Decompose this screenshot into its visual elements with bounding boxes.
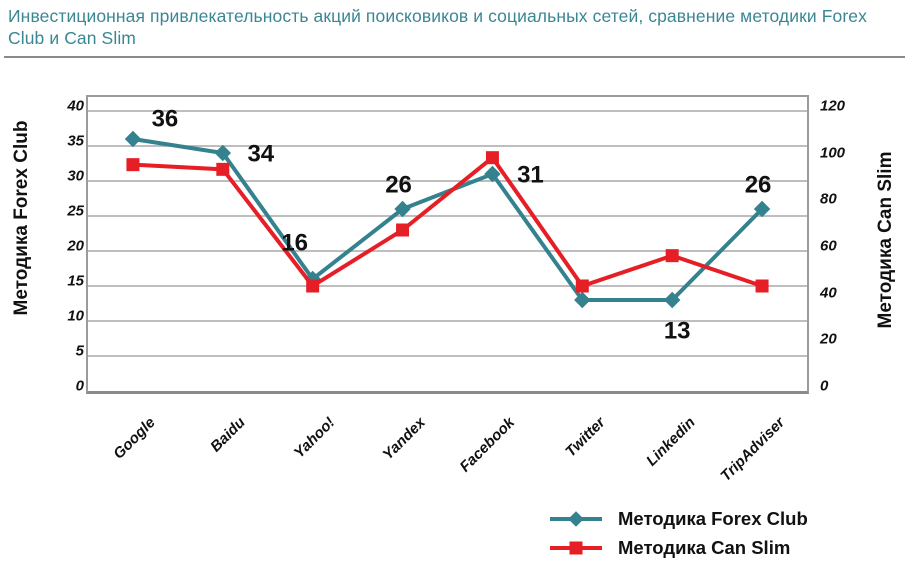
square-marker-icon	[396, 223, 410, 237]
category-label: Yandex	[379, 414, 429, 464]
category-label: Google	[110, 414, 159, 463]
left-axis-tick-label: 20	[67, 237, 84, 255]
right-axis-tick-label: 60	[820, 237, 837, 255]
category-label: Twitter	[561, 414, 609, 461]
category-label: Baidu	[207, 414, 249, 456]
data-label: 34	[247, 141, 274, 168]
square-marker-icon	[126, 158, 140, 172]
diamond-marker-icon	[214, 144, 232, 162]
right-axis-tick-label: 120	[820, 97, 846, 115]
diamond-marker-icon	[484, 165, 501, 183]
left-axis-tick-label: 10	[67, 307, 84, 325]
square-marker-icon	[569, 541, 583, 554]
right-axis-tick-label: 100	[820, 144, 846, 162]
left-axis-tick-label: 40	[67, 97, 84, 115]
plot-area-border	[86, 95, 809, 394]
series-line-square	[132, 154, 763, 289]
left-axis-title: Методика Forex Club	[11, 120, 32, 316]
square-marker-icon	[575, 279, 589, 293]
square-marker-icon	[216, 162, 230, 176]
legend-swatch	[550, 538, 602, 558]
data-label: 13	[664, 318, 691, 345]
left-axis-tick-label: 15	[67, 272, 84, 290]
legend-item-forex-club: Методика Forex Club	[550, 504, 808, 533]
left-axis-tick-label: 0	[75, 377, 84, 395]
left-axis-tick-label: 25	[67, 202, 84, 220]
data-label: 36	[152, 106, 179, 133]
left-axis-tick-label: 5	[75, 342, 84, 360]
square-marker-icon	[665, 249, 679, 263]
legend-swatch	[550, 509, 602, 529]
square-marker-icon	[485, 151, 499, 165]
data-label: 26	[385, 172, 412, 199]
square-marker-icon	[755, 279, 769, 293]
legend-label: Методика Can Slim	[618, 536, 791, 558]
right-axis-tick-label: 0	[820, 377, 829, 395]
data-label: 31	[517, 162, 544, 189]
right-axis-tick-label: 40	[820, 284, 837, 302]
category-label: Linkedin	[642, 414, 699, 470]
diamond-marker-icon	[394, 200, 411, 218]
category-label: Yahoo!	[291, 414, 339, 462]
chart-title: Инвестиционная привлекательность акций п…	[8, 6, 867, 48]
right-axis-title: Методика Can Slim	[875, 151, 896, 329]
legend-label: Методика Forex Club	[618, 507, 808, 529]
legend-item-can-slim: Методика Can Slim	[550, 533, 808, 562]
category-label: TripAdviser	[717, 414, 789, 485]
left-axis-tick-label: 35	[67, 132, 84, 150]
legend: Методика Forex Club Методика Can Slim	[550, 504, 808, 562]
plot-canvas: 36 34 16 26 31 13 26	[88, 106, 807, 357]
right-axis-tick-label: 80	[820, 190, 837, 208]
right-axis-tick-label: 20	[820, 330, 837, 348]
data-label: 16	[281, 230, 308, 257]
title-divider	[4, 56, 905, 58]
left-axis-tick-label: 30	[67, 167, 84, 185]
diamond-marker-icon	[124, 130, 142, 148]
square-marker-icon	[306, 279, 320, 293]
data-label: 26	[745, 172, 772, 199]
diamond-marker-icon	[568, 510, 584, 527]
category-label: Facebook	[456, 414, 519, 476]
